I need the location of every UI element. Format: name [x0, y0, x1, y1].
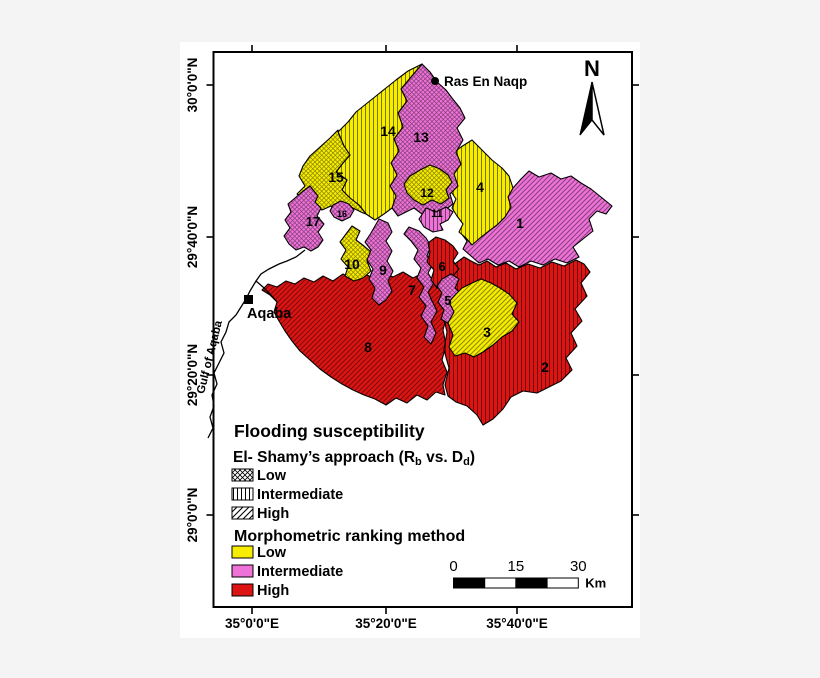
- region-17-number: 17: [306, 214, 320, 229]
- legend-method-title: Morphometric ranking method: [234, 528, 465, 545]
- legend-hatch-swatch-low: [231, 468, 254, 482]
- region-12: [403, 164, 453, 206]
- scalebar-segment: [453, 577, 486, 589]
- aqaba-marker: [244, 295, 253, 304]
- scalebar-segment: [484, 577, 517, 589]
- legend-color-swatch-high: [231, 583, 254, 597]
- legend-hatch-label-intermediate: Intermediate: [257, 487, 343, 503]
- y-axis-label-29-20: 29°20'0"N: [185, 344, 200, 406]
- region-12-number: 12: [420, 186, 434, 200]
- region-10: [339, 225, 372, 282]
- region-8-number: 8: [364, 339, 372, 355]
- legend-color-label-intermediate: Intermediate: [257, 564, 343, 580]
- region-13-number: 13: [413, 129, 429, 145]
- region-10-number: 10: [344, 256, 360, 272]
- legend-hatch-label-low: Low: [257, 468, 287, 484]
- region-11: [418, 206, 454, 233]
- scalebar-unit: Km: [585, 576, 606, 591]
- region-3-number: 3: [483, 324, 491, 340]
- scalebar-label-15: 15: [508, 558, 525, 575]
- legend-title: Flooding susceptibility: [234, 421, 425, 441]
- legend-color-swatch-low: [231, 545, 254, 559]
- x-axis-label-35-0: 35°0'0"E: [225, 616, 279, 631]
- region-15-number: 15: [328, 169, 344, 185]
- region-3: [447, 278, 520, 358]
- scalebar-segment: [546, 577, 579, 589]
- legend-color-swatch-intermediate: [231, 564, 254, 578]
- legend-hatch-swatch-intermediate: [231, 487, 254, 501]
- region-6-number: 6: [438, 259, 445, 274]
- region-11-number: 11: [431, 208, 443, 220]
- scalebar-label-30: 30: [570, 558, 587, 575]
- legend-approach-title: El- Shamy’s approach (Rb vs. Dd): [233, 449, 475, 468]
- region-16-number: 16: [337, 209, 347, 219]
- x-axis-label-35-20: 35°20'0"E: [355, 616, 417, 631]
- legend-items: Low Intermediate High Low Intermediate High: [231, 468, 343, 599]
- region-14-number: 14: [380, 123, 396, 139]
- basin-regions: [261, 63, 613, 426]
- region-4-number: 4: [476, 179, 484, 195]
- y-axis-label-30-0: 30°0'0"N: [185, 58, 200, 113]
- region-2-number: 2: [541, 359, 549, 375]
- legend-color-label-low: Low: [257, 545, 287, 561]
- y-axis-label-29-40: 29°40'0"N: [185, 206, 200, 268]
- y-axis-label-29-0: 29°0'0"N: [185, 488, 200, 543]
- region-7-number: 7: [408, 282, 416, 298]
- ras-en-naqp-marker: [431, 77, 439, 85]
- coastline-branch: [255, 280, 278, 303]
- north-arrow-icon: [591, 81, 605, 136]
- legend-hatch-swatch-high: [231, 506, 254, 520]
- region-9: [364, 218, 394, 306]
- legend-color-label-high: High: [257, 583, 289, 599]
- region-1-number: 1: [516, 215, 524, 231]
- region-17: [283, 185, 325, 252]
- region-16: [329, 200, 355, 222]
- north-label: N: [584, 56, 600, 81]
- scalebar-segment: [515, 577, 548, 589]
- coastline: [207, 249, 306, 439]
- region-5-number: 5: [444, 293, 451, 308]
- aqaba-label: Aqaba: [247, 306, 292, 322]
- graticule-ticks: [206, 45, 639, 614]
- region-9-number: 9: [379, 262, 387, 278]
- coastline-path: [207, 249, 306, 439]
- x-axis-label-35-40: 35°40'0"E: [486, 616, 548, 631]
- ras-en-naqp-label: Ras En Naqp: [444, 74, 527, 89]
- scalebar-label-0: 0: [449, 558, 457, 575]
- legend-hatch-label-high: High: [257, 506, 289, 522]
